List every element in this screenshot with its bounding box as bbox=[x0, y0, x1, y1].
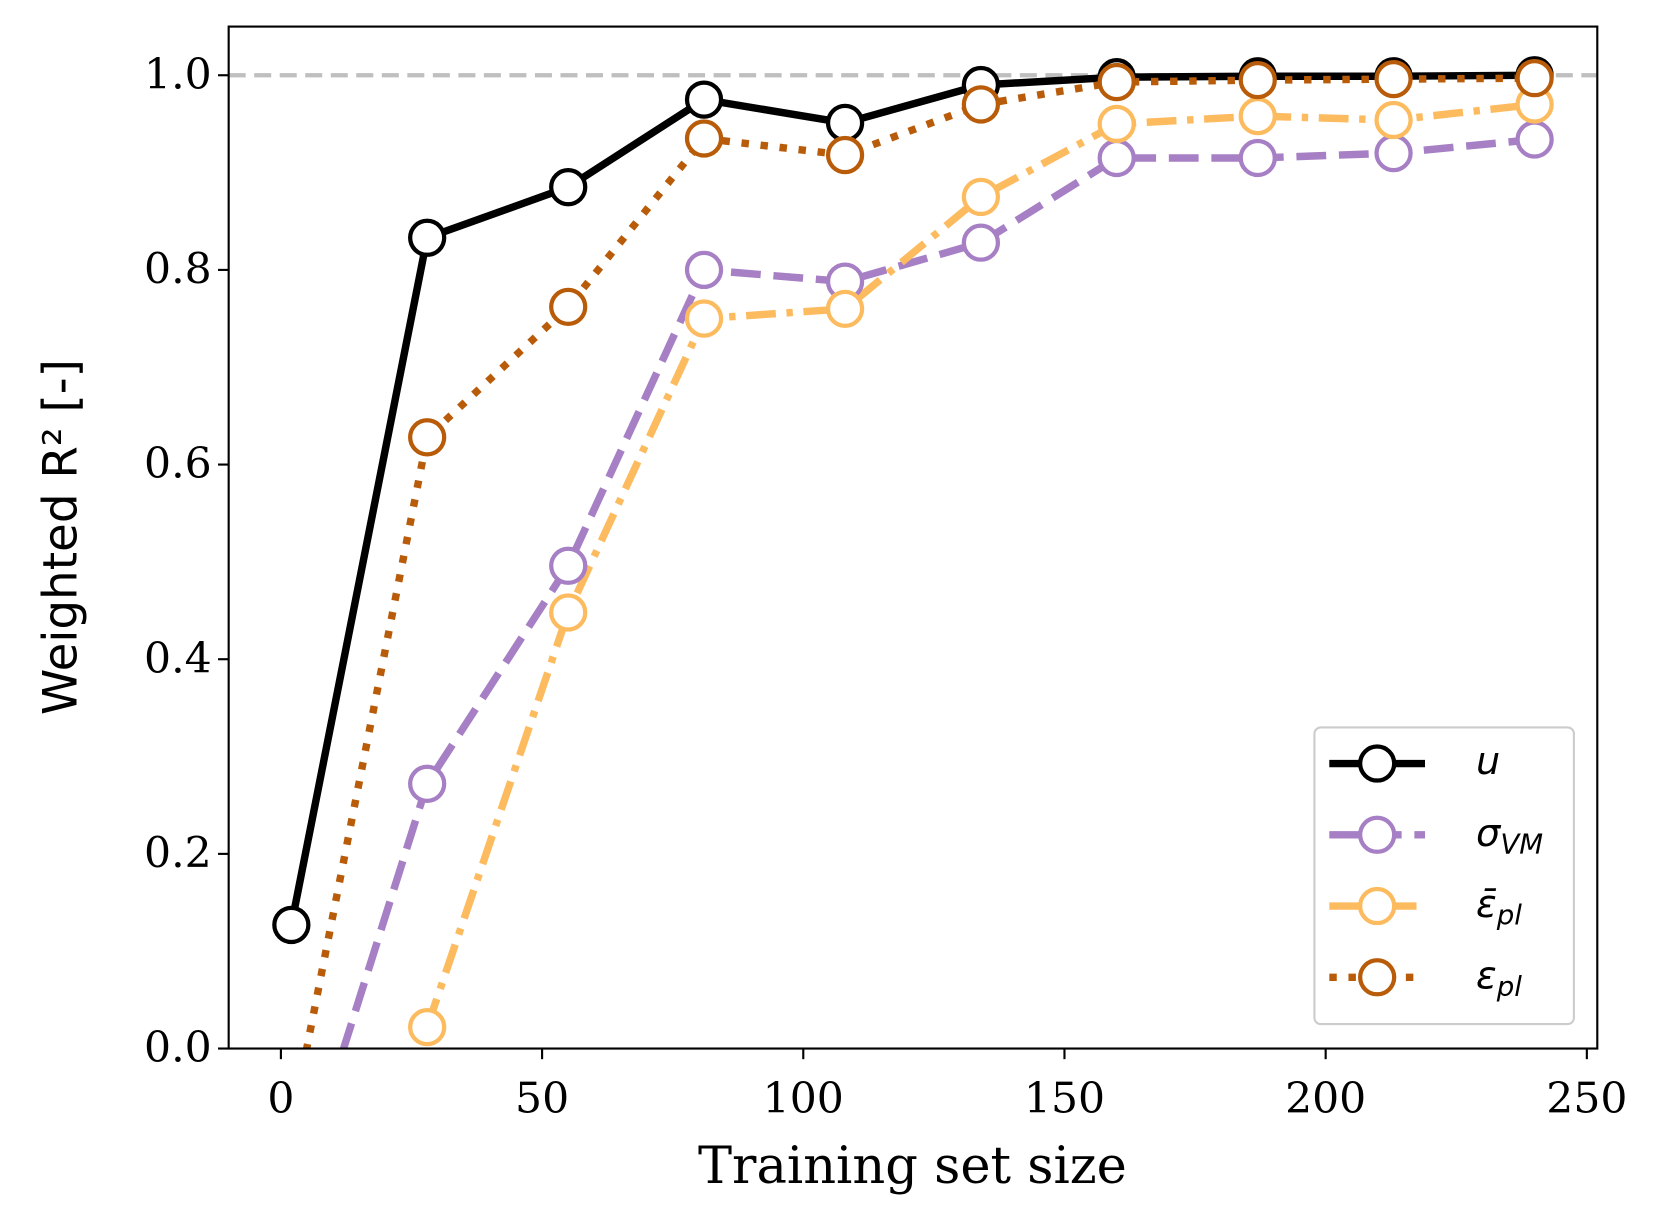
legend-marker bbox=[1358, 744, 1397, 783]
marker bbox=[1097, 138, 1136, 178]
marker bbox=[408, 1007, 447, 1047]
marker bbox=[1097, 62, 1136, 102]
y-tick-label: 0.6 bbox=[144, 440, 212, 489]
legend-marker bbox=[1358, 958, 1397, 997]
marker bbox=[825, 103, 865, 143]
marker bbox=[549, 287, 588, 327]
marker bbox=[684, 80, 724, 119]
legend-box bbox=[1313, 726, 1575, 1026]
marker bbox=[825, 289, 865, 328]
marker bbox=[408, 218, 447, 257]
marker bbox=[408, 418, 447, 457]
y-axis-label: Weighted R² [-] bbox=[34, 359, 88, 715]
plot-area bbox=[228, 56, 1598, 1049]
marker bbox=[1515, 120, 1554, 159]
x-tick-label: 200 bbox=[1285, 1075, 1366, 1124]
series-line bbox=[339, 135, 1535, 1049]
x-tick-label: 0 bbox=[267, 1075, 294, 1124]
x-tick-label: 50 bbox=[515, 1075, 569, 1124]
legend-label: εpl bbox=[1476, 953, 1522, 1003]
x-axis-label: Training set size bbox=[698, 1137, 1127, 1196]
y-tick-label: 1.0 bbox=[144, 50, 212, 99]
marker bbox=[1374, 100, 1413, 140]
series-line bbox=[302, 74, 1535, 1049]
legend-marker bbox=[1358, 886, 1397, 926]
marker bbox=[684, 250, 724, 290]
y-tick-label: 0.8 bbox=[144, 245, 212, 294]
marker bbox=[549, 168, 588, 207]
marker bbox=[1097, 104, 1136, 144]
axes-frame bbox=[227, 25, 1599, 1050]
marker bbox=[961, 223, 1001, 262]
marker bbox=[1374, 60, 1413, 99]
y-tick-label: 0.2 bbox=[144, 829, 212, 878]
x-tick-label: 150 bbox=[1024, 1075, 1105, 1124]
x-tick-label: 100 bbox=[763, 1075, 844, 1124]
marker bbox=[408, 764, 447, 803]
marker bbox=[684, 119, 724, 158]
marker bbox=[549, 593, 588, 632]
legend-label: u bbox=[1476, 739, 1500, 784]
marker bbox=[684, 299, 724, 338]
marker bbox=[1238, 138, 1277, 178]
legend-label: ε̄pl bbox=[1476, 882, 1522, 932]
marker bbox=[1515, 59, 1554, 98]
legend-marker bbox=[1358, 815, 1397, 854]
marker bbox=[1374, 133, 1413, 173]
marker bbox=[272, 905, 311, 945]
marker bbox=[549, 546, 588, 585]
marker bbox=[825, 135, 865, 175]
marker bbox=[961, 177, 1001, 217]
x-tick-label: 250 bbox=[1546, 1075, 1627, 1124]
marker bbox=[1238, 96, 1277, 136]
y-tick-label: 0.0 bbox=[144, 1024, 212, 1073]
legend-label: σVM bbox=[1476, 810, 1543, 860]
y-tick-label: 0.4 bbox=[144, 634, 212, 683]
marker bbox=[961, 85, 1001, 124]
marker bbox=[1238, 60, 1277, 100]
